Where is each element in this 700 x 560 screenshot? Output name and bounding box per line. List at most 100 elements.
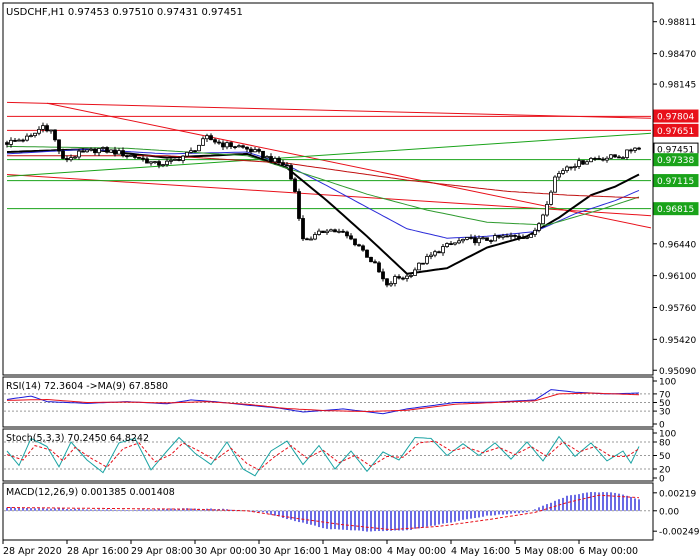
candle-body: [621, 157, 625, 159]
macd-panel-frame: [2, 482, 654, 541]
candle-body: [545, 203, 549, 216]
candle-body: [33, 132, 37, 136]
candle-body: [105, 147, 109, 153]
candle-body: [537, 223, 541, 231]
indicator-tick-label: 50: [659, 452, 671, 462]
candle-body: [573, 166, 577, 168]
candle-body: [485, 237, 489, 241]
moving-average-line: [7, 155, 640, 199]
price-level-tag-label: 0.97651: [657, 127, 694, 137]
trendline: [6, 101, 652, 119]
time-tick-label: 4 May 16:00: [451, 546, 510, 557]
candle-body: [517, 235, 521, 238]
candle-body: [137, 157, 141, 159]
price-level-tag: [653, 174, 699, 188]
candle-body: [617, 156, 621, 159]
candle-body: [197, 144, 201, 152]
candle-body: [549, 191, 553, 205]
price-tick-label: 0.98811: [659, 18, 696, 28]
price-level-tag: [653, 109, 699, 123]
candle-body: [413, 269, 417, 276]
candlesticks: [5, 122, 641, 288]
candle-body: [29, 135, 33, 137]
candle-body: [605, 157, 609, 161]
time-tick-label: 4 May 00:00: [387, 546, 446, 557]
candle-body: [405, 275, 409, 279]
candle-body: [93, 148, 97, 154]
price-level-tag: [653, 202, 699, 216]
candle-body: [633, 147, 637, 151]
candle-body: [61, 150, 65, 159]
candle-body: [337, 230, 341, 233]
candle-body: [453, 242, 457, 245]
candle-body: [345, 231, 349, 237]
time-tick-label: 6 May 00:00: [579, 546, 638, 557]
candle-body: [237, 145, 241, 148]
indicator-tick-label: 0: [659, 421, 665, 431]
candle-body: [133, 154, 137, 158]
candle-body: [385, 278, 389, 286]
candle-body: [381, 271, 385, 280]
indicator-tick-label: 100: [659, 430, 676, 440]
candle-body: [429, 254, 433, 257]
candle-body: [593, 157, 597, 160]
candle-body: [65, 158, 69, 161]
candle-body: [589, 157, 593, 163]
indicator-tick-label: 30: [659, 408, 671, 418]
candle-body: [189, 150, 193, 153]
candle-body: [157, 161, 161, 166]
candle-body: [229, 142, 233, 148]
candle-body: [109, 149, 113, 153]
moving-average-line: [7, 145, 640, 226]
indicator-tick-label: 100: [659, 378, 676, 388]
price-level-tag-label: 0.97338: [657, 156, 694, 166]
candle-body: [185, 151, 189, 157]
candle-body: [565, 166, 569, 172]
indicator-tick-label: 70: [659, 390, 671, 400]
candle-body: [365, 249, 369, 258]
candle-body: [225, 142, 229, 148]
candle-body: [289, 165, 293, 180]
candle-body: [393, 276, 397, 284]
candle-body: [305, 238, 309, 241]
candle-body: [125, 155, 129, 158]
price-level-tag-label: 0.97115: [657, 177, 694, 187]
candle-body: [581, 160, 585, 165]
candle-body: [505, 235, 509, 238]
candle-body: [525, 236, 529, 239]
candle-body: [301, 218, 305, 240]
candle-body: [205, 135, 209, 140]
time-tick-label: 30 Apr 16:00: [259, 546, 321, 557]
candle-body: [89, 148, 93, 151]
candle-body: [401, 277, 405, 280]
macd-tick-label: -0.00249: [659, 528, 700, 538]
candle-body: [9, 139, 13, 145]
candle-body: [269, 156, 273, 163]
indicator-lines: [6, 389, 640, 532]
candle-body: [37, 128, 41, 134]
candle-body: [45, 125, 49, 132]
candle-body: [181, 155, 185, 161]
candle-body: [257, 149, 261, 152]
candle-body: [389, 283, 393, 286]
price-tick-label: 0.95090: [659, 367, 696, 377]
price-level-tag-label: 0.96815: [657, 205, 694, 215]
candle-body: [541, 214, 545, 225]
candle-body: [317, 230, 321, 235]
candle-body: [601, 158, 605, 161]
indicator-tick-label: 0: [659, 475, 665, 485]
candle-body: [489, 240, 493, 242]
price-axis: 0.98811 0.98470 0.98145 0.97804 0.97651 0.974…: [653, 18, 700, 538]
stoch-label: Stoch(5,3,3) 70.2450 64.8242: [6, 433, 149, 444]
candle-body: [465, 237, 469, 240]
candle-body: [333, 229, 337, 233]
candle-body: [425, 256, 429, 264]
candle-body: [169, 159, 173, 162]
candle-body: [553, 176, 557, 193]
time-tick-label: 28 Apr 2020: [3, 546, 62, 557]
price-tick-label: 0.95420: [659, 336, 696, 346]
candle-body: [261, 150, 265, 159]
candle-body: [361, 245, 365, 251]
candle-body: [445, 243, 449, 247]
